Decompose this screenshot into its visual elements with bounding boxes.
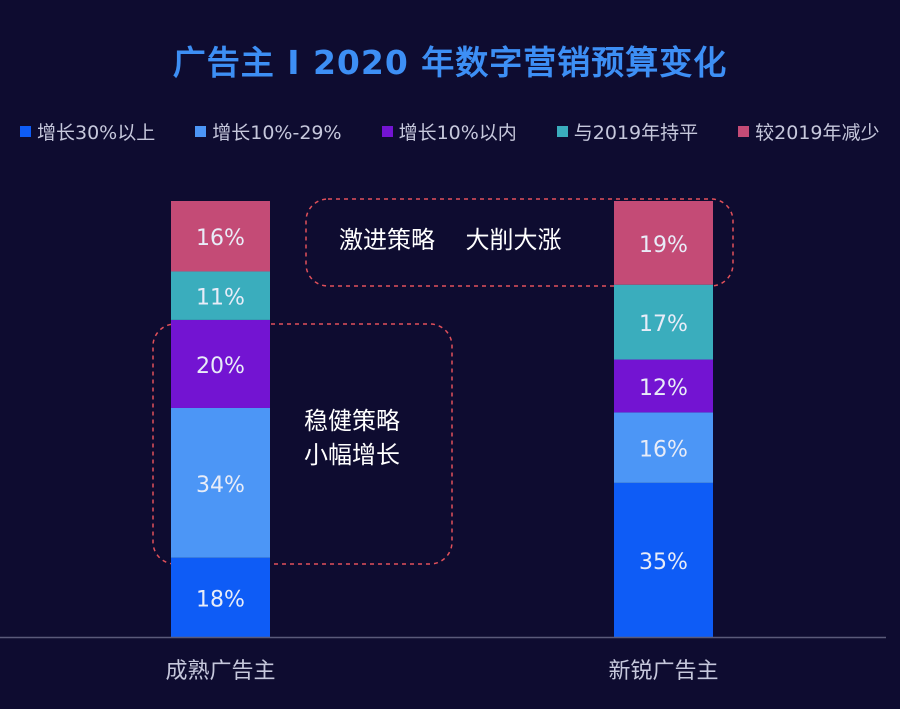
data-label: 12% <box>639 376 688 401</box>
bar-segment <box>171 557 270 637</box>
chart-title: 广告主 I 2020 年数字营销预算变化 <box>172 43 728 82</box>
category-label: 成熟广告主 <box>165 659 275 684</box>
annotation-steady-line-2: 小幅增长 <box>304 441 400 469</box>
legend-swatch <box>381 126 393 137</box>
legend-item: 增长10%-29% <box>195 118 342 145</box>
data-label: 18% <box>196 587 245 612</box>
legend-swatch <box>556 126 568 137</box>
legend-item: 增长10%以内 <box>381 118 517 145</box>
bar-segment <box>614 284 713 360</box>
bar-segment <box>614 482 713 637</box>
data-label: 11% <box>196 286 245 311</box>
legend-label: 增长10%以内 <box>398 122 517 144</box>
bar-segment <box>171 407 270 558</box>
legend: 增长30%以上 增长10%-29% 增长10%以内 与2019年持平 较2019… <box>20 118 890 145</box>
bar-segment <box>171 319 270 408</box>
legend-swatch <box>20 126 31 137</box>
bar-segment <box>171 271 270 320</box>
legend-item: 增长30%以上 <box>20 118 155 145</box>
data-label: 16% <box>639 438 688 463</box>
annotation-steady: 稳健策略 小幅增长 <box>304 404 400 472</box>
legend-swatch <box>195 126 207 137</box>
data-label: 35% <box>639 550 688 575</box>
annotation-steady-line-1: 稳健策略 <box>304 407 400 435</box>
bar-segment <box>171 201 270 272</box>
annotation-aggressive: 激进策略 大削大涨 <box>339 226 562 254</box>
bar-segment <box>614 412 713 483</box>
data-label: 16% <box>196 226 245 251</box>
legend-label: 增长10%-29% <box>212 122 342 144</box>
legend-label: 与2019年持平 <box>573 122 699 144</box>
data-label: 34% <box>196 473 245 498</box>
legend-label: 增长30%以上 <box>37 122 156 144</box>
category-label: 新锐广告主 <box>608 659 718 684</box>
data-label: 17% <box>639 312 688 337</box>
bar-segment <box>614 359 713 413</box>
legend-item: 较2019年减少 <box>738 118 880 145</box>
legend-item: 与2019年持平 <box>556 118 699 145</box>
legend-swatch <box>738 126 750 137</box>
data-label: 20% <box>196 354 245 379</box>
legend-label: 较2019年减少 <box>755 122 880 144</box>
annotation-box-steady <box>152 323 453 565</box>
data-label: 19% <box>639 233 688 258</box>
bar-segment <box>614 201 713 285</box>
